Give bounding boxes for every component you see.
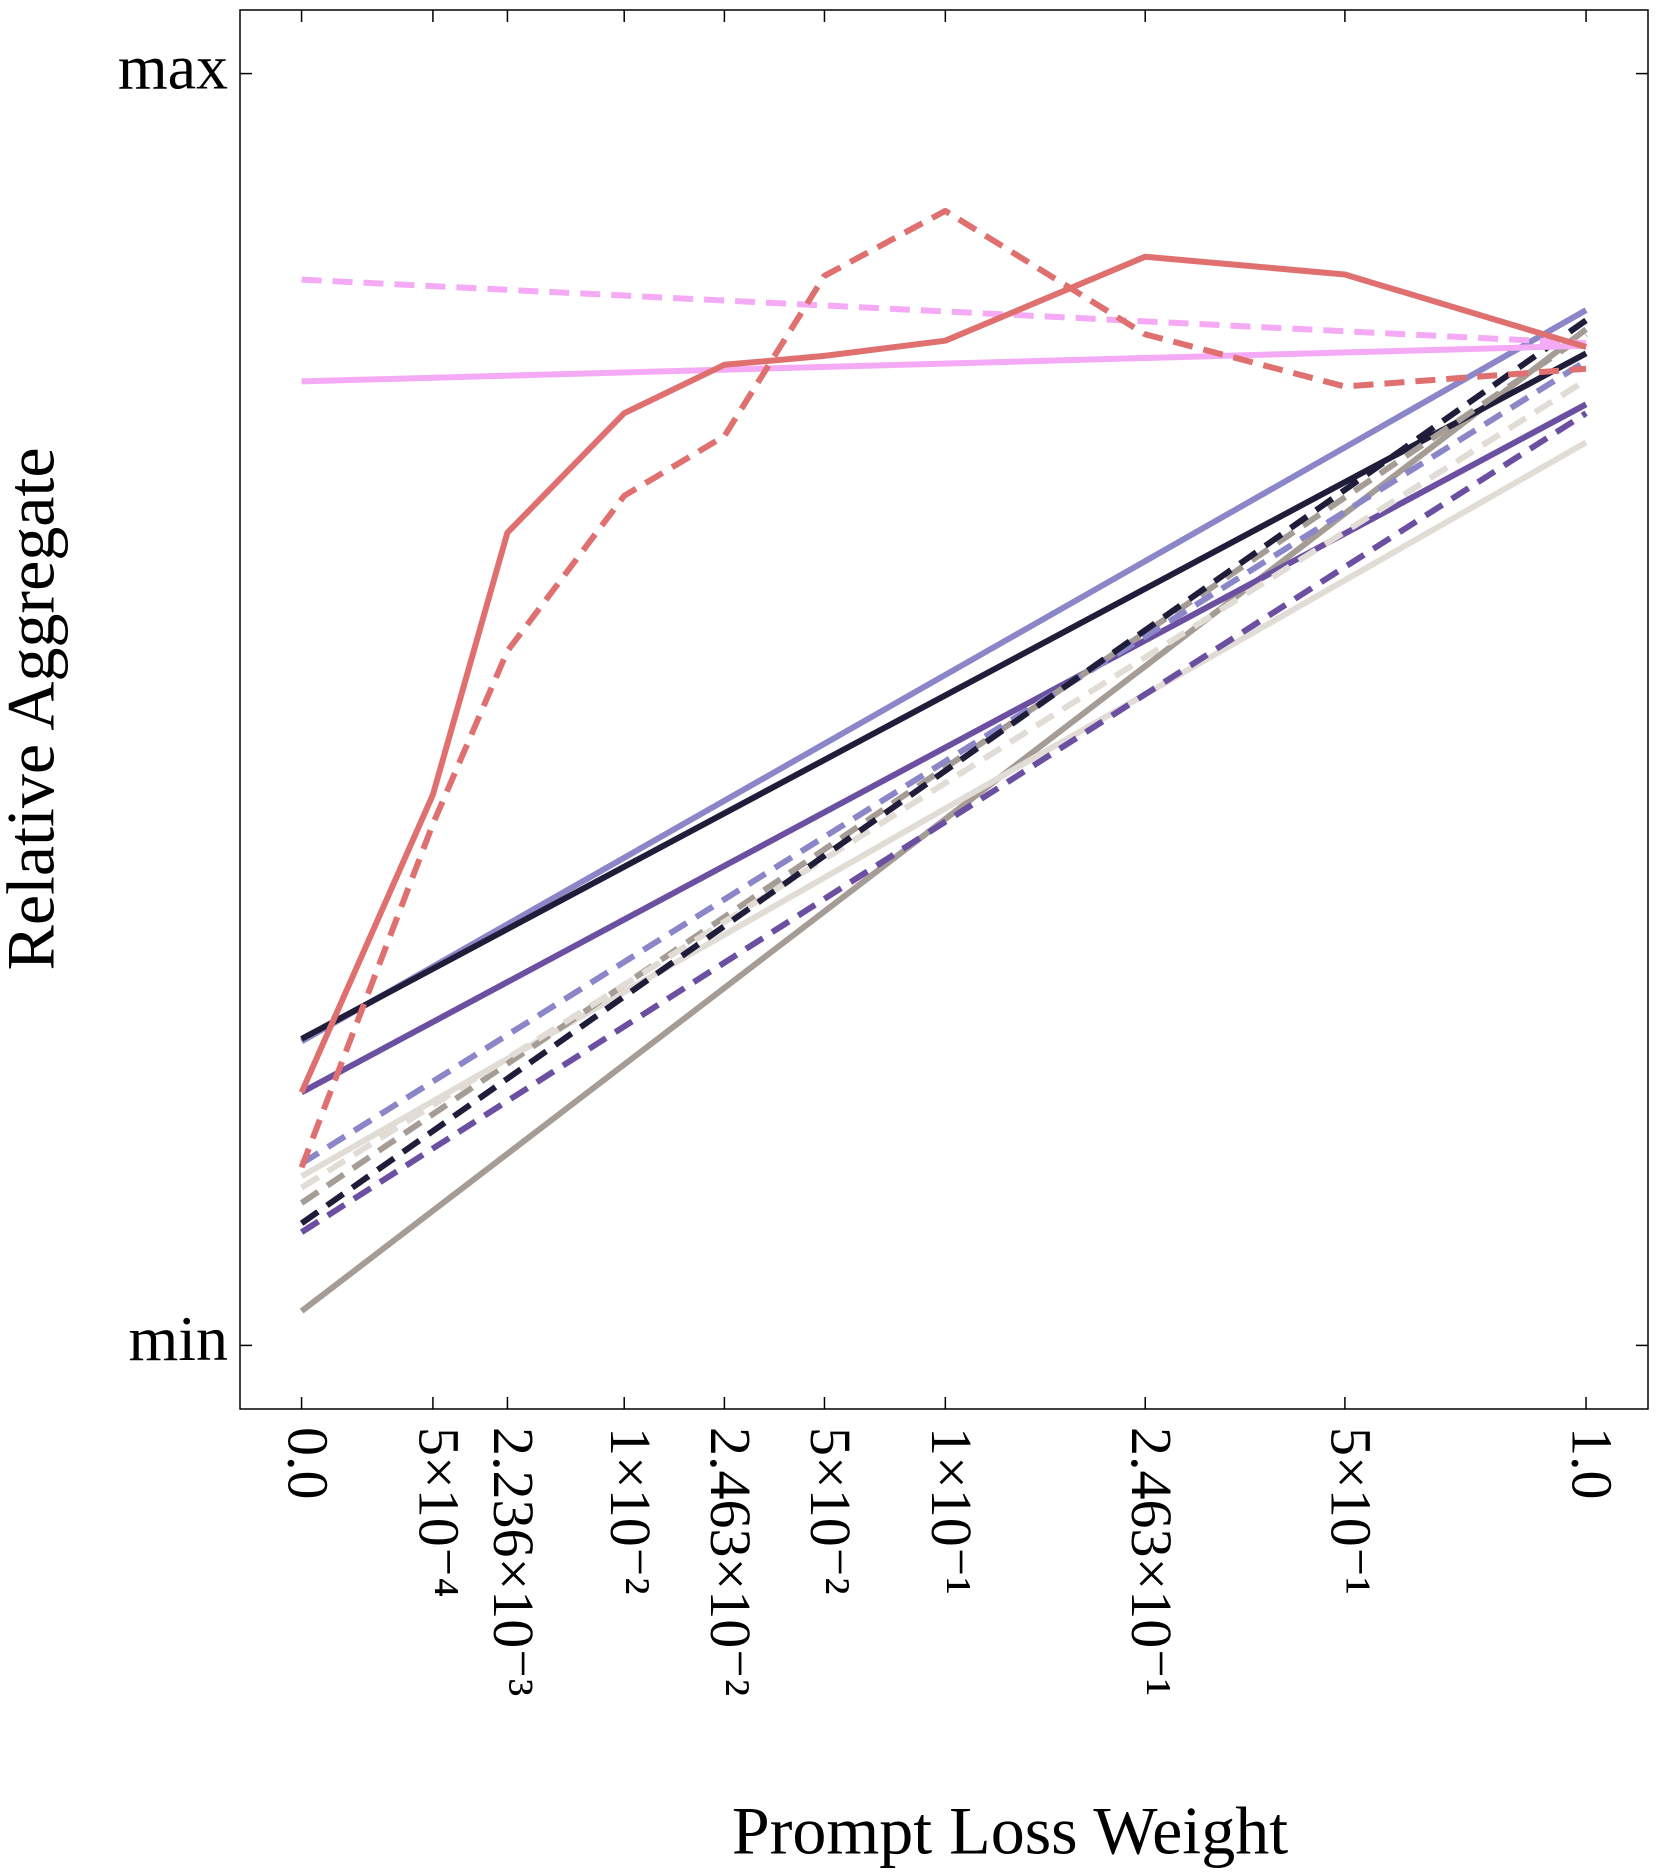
line-series [300,307,1588,1045]
line-series [300,377,1588,1191]
x-tick-label: 1×10⁻¹ [919,1427,984,1595]
x-tick-label: 2.236×10⁻³ [481,1427,546,1696]
x-tick-label: 1×10⁻² [598,1427,663,1595]
x-tick-label: 2.463×10⁻¹ [1119,1427,1184,1696]
plot-frame [239,9,1649,1410]
x-tick-label: 0.0 [275,1427,340,1500]
line-series [301,276,1587,347]
x-tick-label: 2.463×10⁻² [698,1427,763,1696]
line-series [298,253,1587,1094]
x-tick-label: 5×10⁻² [798,1427,863,1595]
line-series [299,317,1588,1226]
x-axis-label: Prompt Loss Weight [732,1793,1288,1869]
x-tick-label: 5×10⁻¹ [1319,1427,1384,1595]
x-tick-label: 1.0 [1560,1427,1625,1500]
line-series [298,207,1587,1169]
y-tick-label: max [118,31,228,102]
line-series [301,342,1587,385]
y-axis-label: Relative Aggregate [0,447,69,970]
x-tick-label: 5×10⁻⁴ [407,1427,472,1598]
y-tick-label: min [128,1303,228,1374]
line-series [300,358,1588,1167]
line-series [299,410,1588,1235]
line-series [300,401,1588,1095]
